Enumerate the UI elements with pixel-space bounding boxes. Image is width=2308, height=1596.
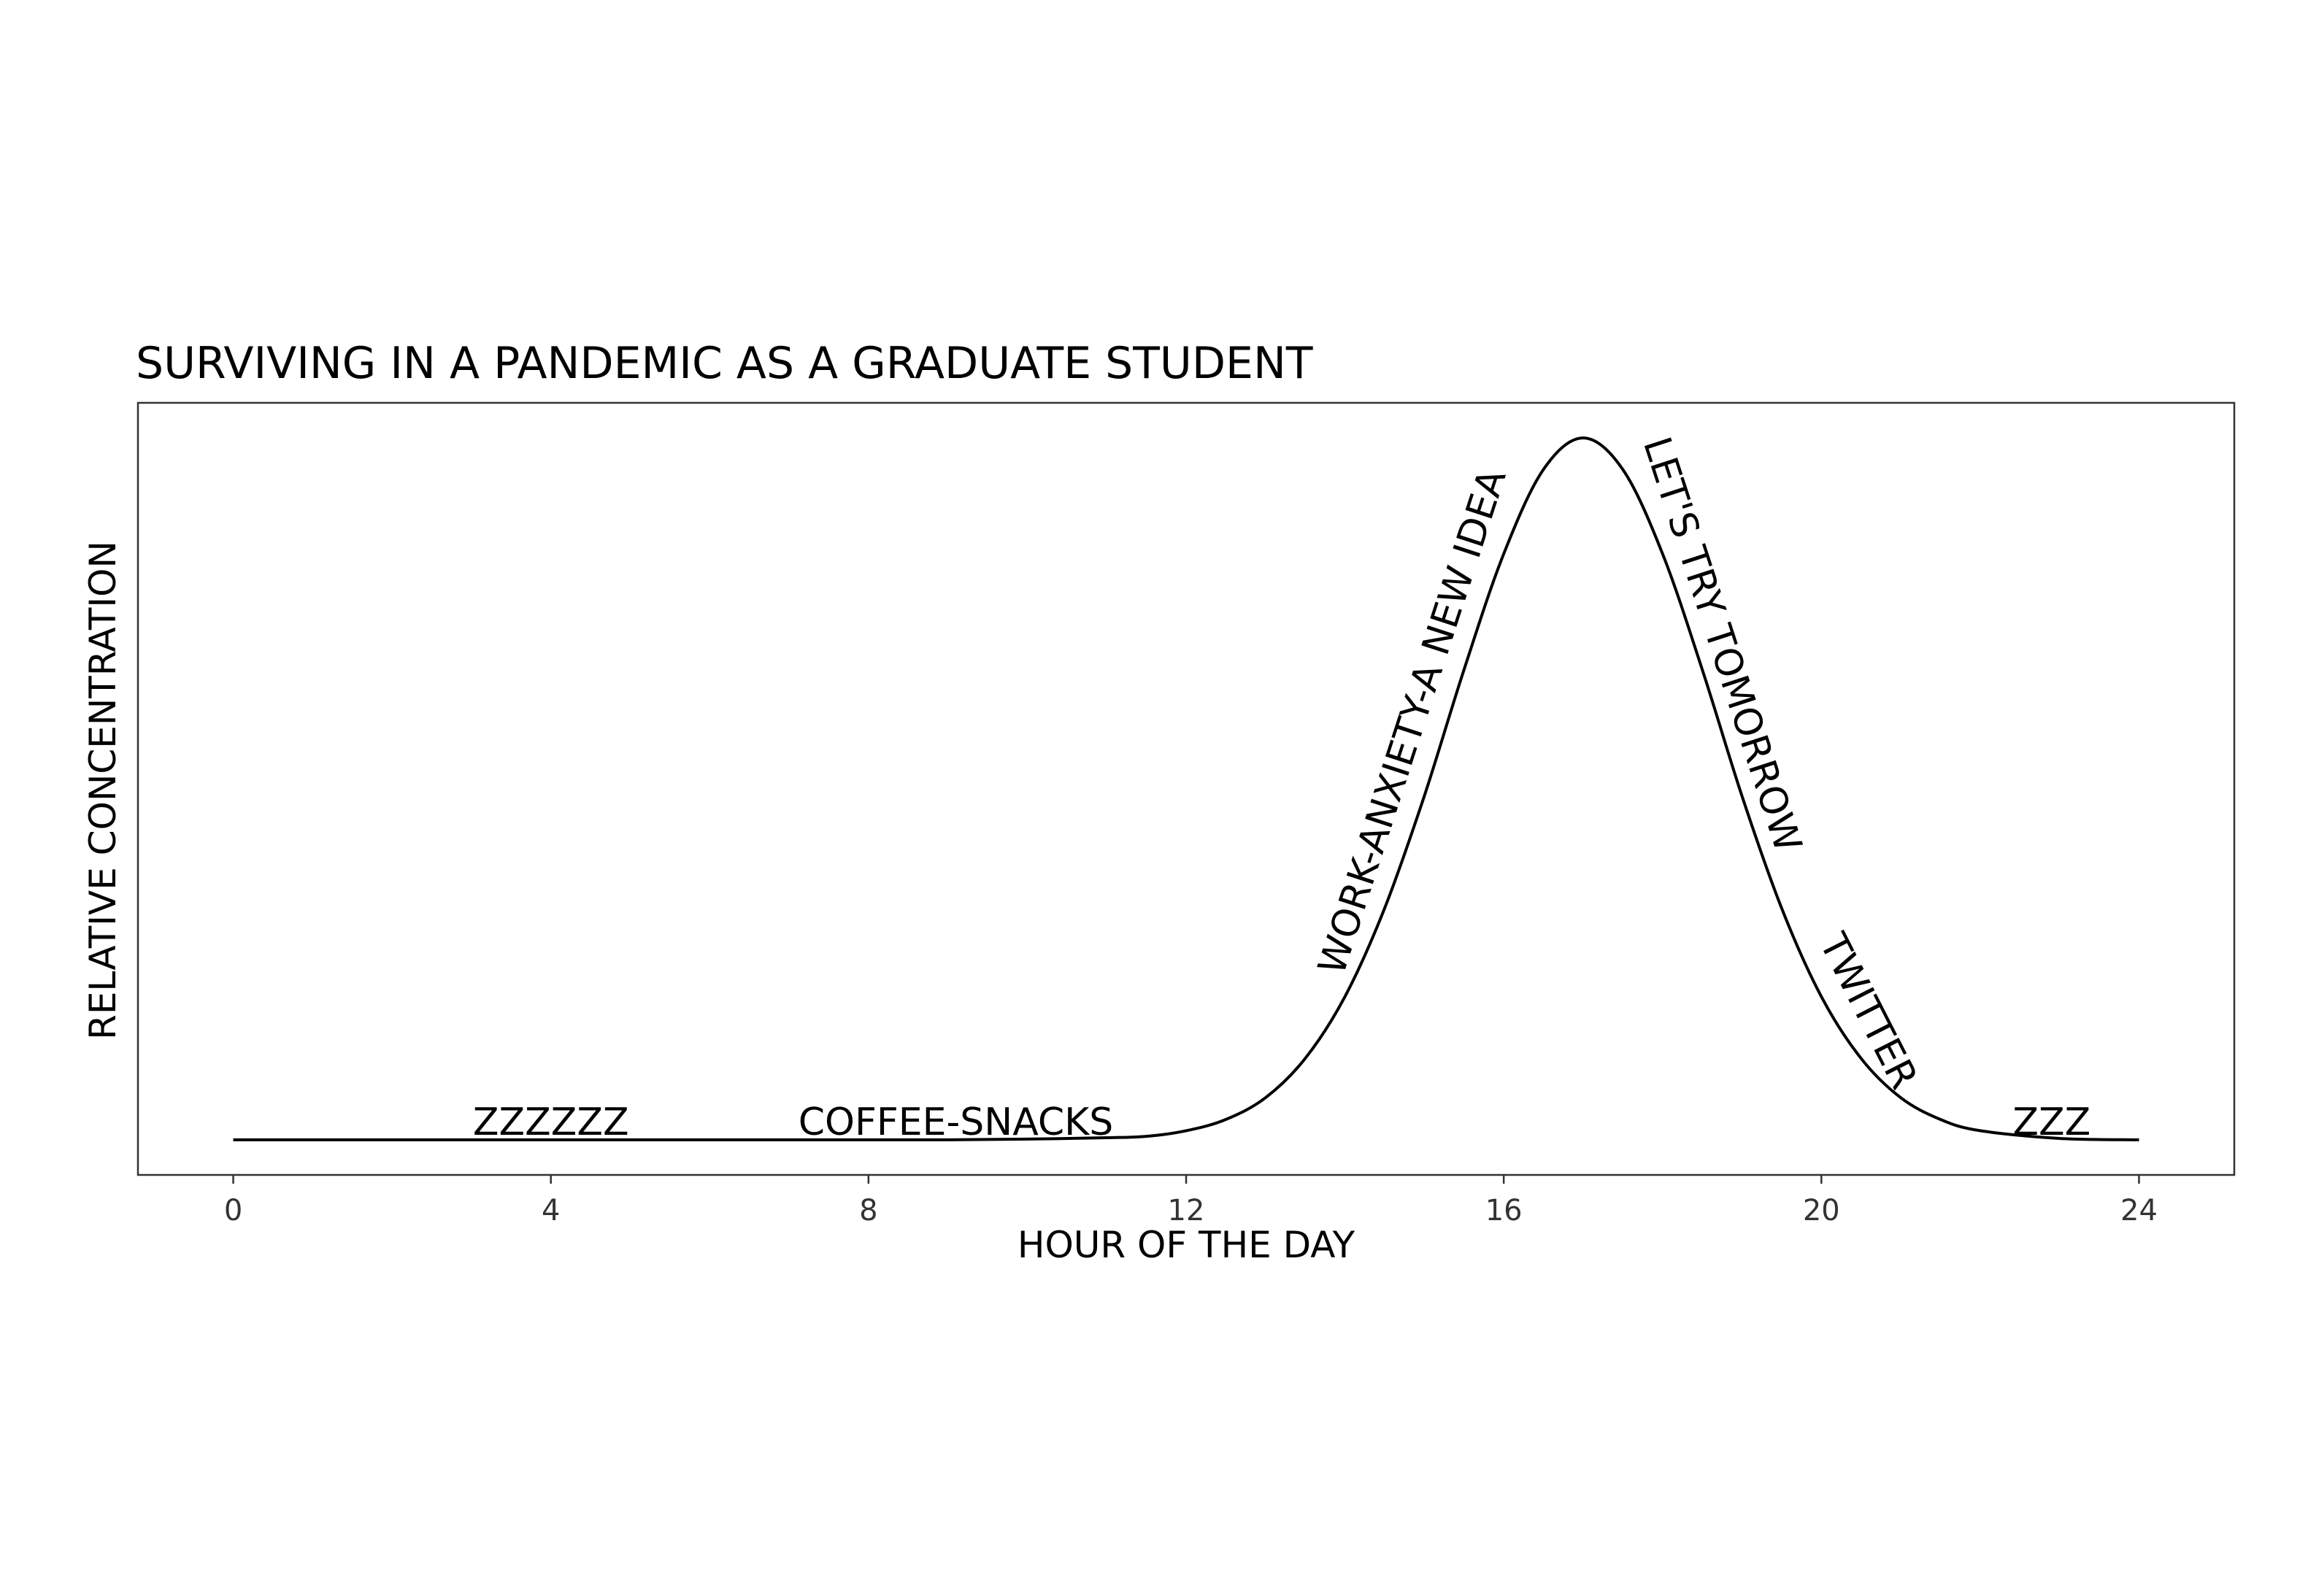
annotation-label: LET'S TRY TOMORROW [1634, 432, 1809, 857]
annotation-label: ZZZZZZ [473, 1100, 629, 1144]
series-line [233, 436, 2139, 1141]
x-axis-label: HOUR OF THE DAY [1018, 1224, 1355, 1266]
x-tick-label: 4 [542, 1194, 560, 1227]
annotations: ZZZZZZ COFFEE-SNACKS WORK-ANXIETY-A NEW ID… [473, 432, 2090, 1144]
chart-title: SURVIVING IN A PANDEMIC AS A GRADUATE ST… [136, 338, 1313, 389]
annotation-label: TWITTER [1810, 926, 1926, 1096]
y-axis-label: RELATIVE CONCENTRATION [82, 541, 124, 1040]
x-tick-label: 20 [1803, 1194, 1840, 1227]
annotation-label: WORK-ANXIETY-A NEW IDEA [1310, 463, 1515, 979]
annotation-label: ZZZ [2012, 1100, 2090, 1144]
x-tick-label: 24 [2120, 1194, 2158, 1227]
plot-frame [136, 401, 2236, 1176]
x-tick-label: 8 [859, 1194, 877, 1227]
x-tick-label: 12 [1168, 1194, 1205, 1227]
annotation-label: COFFEE-SNACKS [799, 1100, 1114, 1144]
x-axis: 0 4 8 12 16 20 24 [224, 1175, 2158, 1227]
x-tick-label: 16 [1485, 1194, 1523, 1227]
x-tick-label: 0 [224, 1194, 242, 1227]
